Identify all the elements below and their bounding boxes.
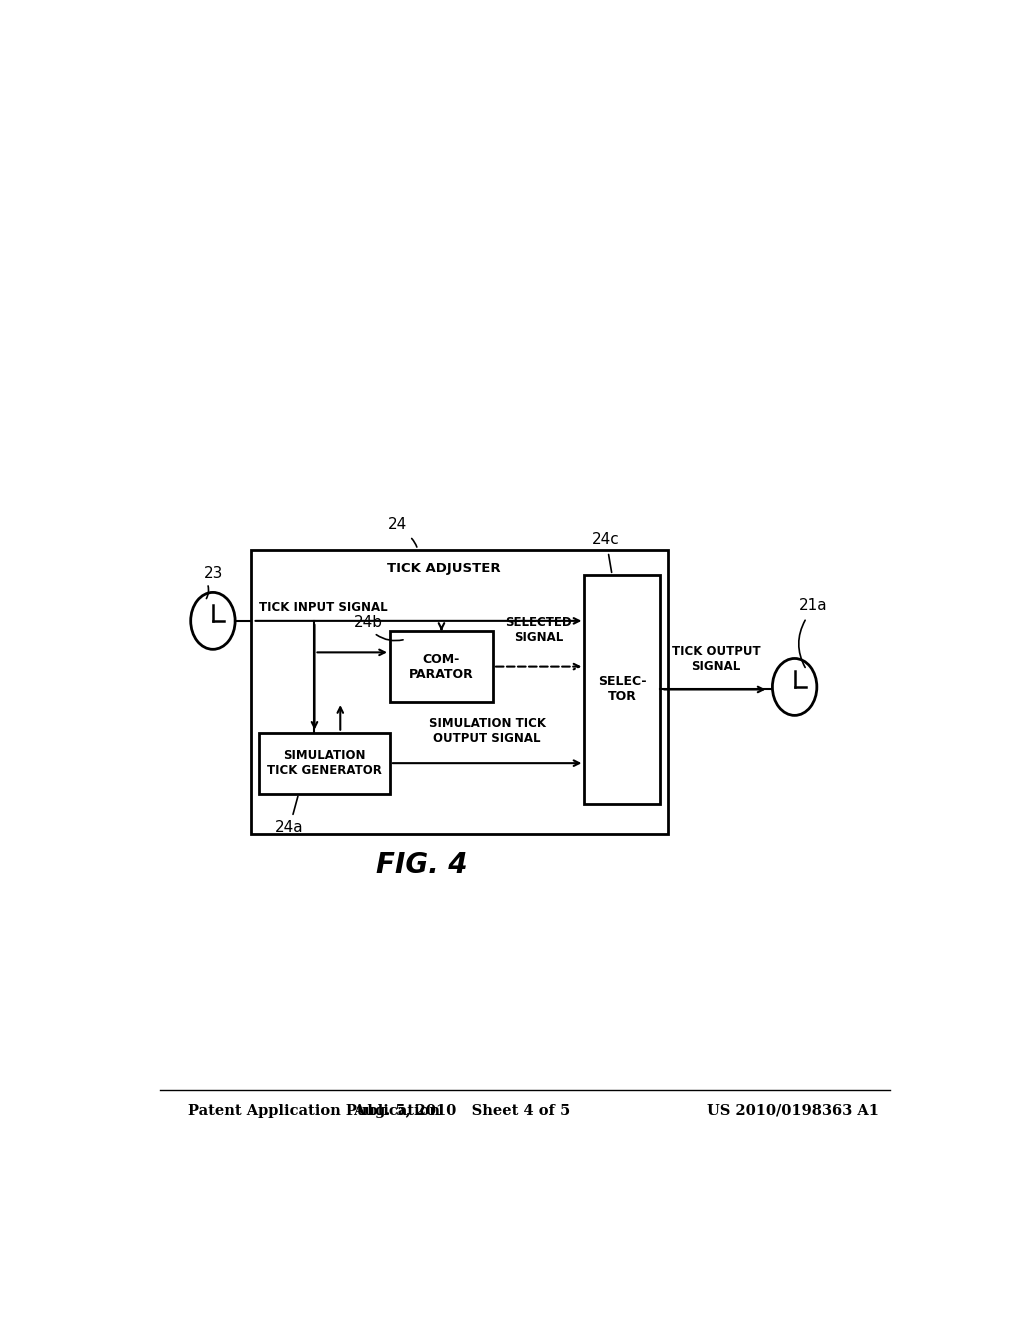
Text: Patent Application Publication: Patent Application Publication: [187, 1104, 439, 1118]
Text: 24b: 24b: [354, 615, 383, 631]
Text: 24: 24: [388, 517, 408, 532]
Text: 21a: 21a: [799, 598, 827, 612]
Bar: [259, 733, 390, 793]
Text: US 2010/0198363 A1: US 2010/0198363 A1: [708, 1104, 880, 1118]
Text: TICK ADJUSTER: TICK ADJUSTER: [387, 561, 501, 574]
Text: TICK INPUT SIGNAL: TICK INPUT SIGNAL: [259, 601, 387, 614]
Bar: [251, 549, 668, 834]
Text: 24a: 24a: [274, 820, 303, 834]
Text: SELECTED
SIGNAL: SELECTED SIGNAL: [506, 616, 572, 644]
Bar: [390, 631, 494, 702]
Text: COM-
PARATOR: COM- PARATOR: [410, 652, 474, 681]
Text: FIG. 4: FIG. 4: [376, 851, 467, 879]
Text: TICK OUTPUT
SIGNAL: TICK OUTPUT SIGNAL: [672, 645, 761, 673]
Text: 24c: 24c: [592, 532, 620, 546]
Text: 23: 23: [204, 565, 223, 581]
Text: Aug. 5, 2010   Sheet 4 of 5: Aug. 5, 2010 Sheet 4 of 5: [352, 1104, 570, 1118]
Bar: [585, 576, 659, 804]
Text: SIMULATION TICK
OUTPUT SIGNAL: SIMULATION TICK OUTPUT SIGNAL: [429, 717, 546, 744]
Text: SIMULATION
TICK GENERATOR: SIMULATION TICK GENERATOR: [267, 750, 382, 777]
Text: SELEC-
TOR: SELEC- TOR: [598, 676, 646, 704]
